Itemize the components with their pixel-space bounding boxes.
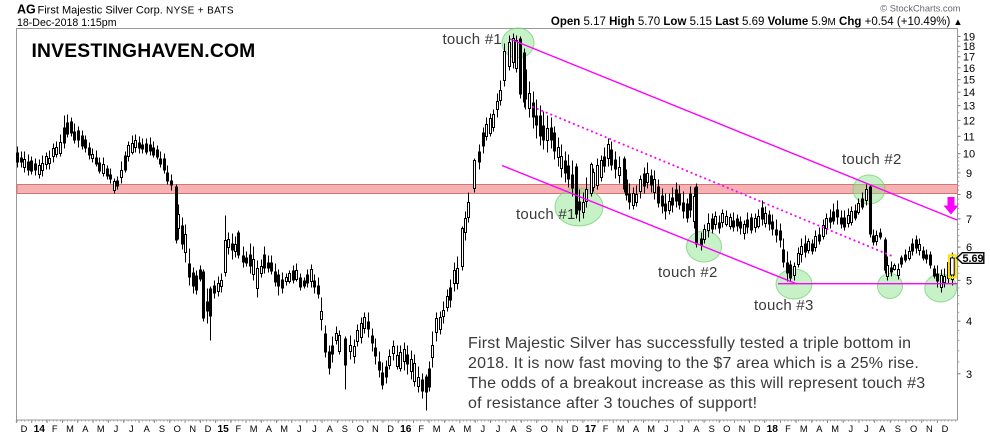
svg-text:J: J [312,424,317,434]
svg-text:D: D [21,424,28,434]
svg-text:D: D [387,424,394,434]
svg-text:18-Dec-2018 1:15pm: 18-Dec-2018 1:15pm [17,17,117,29]
svg-text:J: J [297,424,302,434]
svg-text:D: D [754,424,761,434]
svg-text:19: 19 [963,31,975,43]
svg-text:13: 13 [963,101,975,113]
svg-text:A: A [327,424,334,434]
svg-text:touch #3: touch #3 [754,297,814,314]
svg-text:15: 15 [963,75,975,87]
svg-text:N: N [372,424,379,434]
svg-text:A: A [879,424,886,434]
svg-text:S: S [895,424,901,434]
svg-text:O: O [174,424,181,434]
svg-text:J: J [679,424,684,434]
svg-text:J: J [129,424,134,434]
svg-text:3: 3 [966,369,972,381]
svg-text:S: S [709,424,715,434]
svg-text:4: 4 [966,316,972,328]
svg-text:O: O [357,424,364,434]
svg-text:F: F [603,424,609,434]
svg-text:A: A [816,424,823,434]
svg-text:INVESTINGHAVEN.COM: INVESTINGHAVEN.COM [32,41,256,62]
svg-text:6: 6 [966,242,972,254]
svg-text:8: 8 [966,190,972,202]
svg-text:N: N [926,424,933,434]
svg-text:J: J [664,424,669,434]
svg-text:16: 16 [963,63,975,75]
svg-text:M: M [617,424,625,434]
svg-text:9: 9 [966,168,972,180]
svg-text:17: 17 [585,424,597,435]
svg-text:D: D [942,424,949,434]
svg-text:A: A [693,424,700,434]
svg-text:A: A [449,424,456,434]
svg-text:10: 10 [963,149,975,161]
svg-text:12: 12 [963,115,975,127]
svg-text:The odds of a breakout increas: The odds of a breakout increase as this … [468,375,925,392]
svg-text:17: 17 [963,52,975,64]
svg-text:S: S [342,424,348,434]
svg-text:15: 15 [218,424,230,435]
svg-text:18: 18 [963,41,975,53]
svg-text:M: M [280,424,288,434]
svg-text:First Majestic Silver Corp.: First Majestic Silver Corp. [38,5,163,17]
svg-text:touch #2: touch #2 [842,151,902,168]
svg-text:18: 18 [767,424,779,435]
svg-text:F: F [785,424,791,434]
svg-text:J: J [114,424,119,434]
svg-text:A: A [510,424,517,434]
svg-text:M: M [250,424,258,434]
svg-text:M: M [800,424,808,434]
svg-text:O: O [910,424,917,434]
svg-text:N: N [739,424,746,434]
svg-text:F: F [418,424,424,434]
svg-text:touch #1: touch #1 [516,206,576,223]
svg-text:Open 5.17 High 5.70 Low 5.15 L: Open 5.17 High 5.70 Low 5.15 Last 5.69 V… [551,16,963,28]
svg-text:O: O [541,424,548,434]
svg-text:J: J [480,424,485,434]
svg-text:S: S [159,424,165,434]
svg-text:M: M [647,424,655,434]
svg-text:14: 14 [963,87,975,99]
svg-text:11: 11 [963,131,974,143]
svg-text:A: A [144,424,151,434]
svg-text:D: D [572,424,579,434]
svg-text:© StockCharts.com: © StockCharts.com [880,4,960,14]
svg-text:of resistance after 3 touches: of resistance after 3 touches of support… [468,395,757,412]
svg-text:F: F [236,424,242,434]
svg-text:M: M [464,424,472,434]
svg-text:A: A [633,424,640,434]
svg-text:touch #2: touch #2 [658,264,718,281]
svg-text:S: S [526,424,532,434]
svg-text:touch #1: touch #1 [442,31,502,48]
svg-text:5.69: 5.69 [962,253,983,265]
svg-text:O: O [723,424,730,434]
svg-text:J: J [848,424,853,434]
svg-text:A: A [266,424,273,434]
svg-text:J: J [864,424,869,434]
svg-text:A: A [82,424,89,434]
svg-text:16: 16 [400,424,412,435]
svg-text:M: M [433,424,441,434]
svg-text:M: M [66,424,74,434]
svg-text:M: M [97,424,105,434]
svg-text:First Majestic Silver has succ: First Majestic Silver has successfully t… [468,335,911,352]
svg-text:NYSE + BATS: NYSE + BATS [166,6,234,17]
svg-text:J: J [496,424,501,434]
svg-text:AG: AG [17,3,36,17]
svg-text:2018. It is now fast moving to: 2018. It is now fast moving to the $7 ar… [468,355,919,372]
svg-text:14: 14 [34,424,46,435]
svg-text:7: 7 [966,214,972,226]
svg-text:5: 5 [966,275,972,287]
svg-text:N: N [556,424,563,434]
svg-text:N: N [189,424,196,434]
svg-text:F: F [52,424,58,434]
svg-text:M: M [831,424,839,434]
svg-text:D: D [205,424,212,434]
